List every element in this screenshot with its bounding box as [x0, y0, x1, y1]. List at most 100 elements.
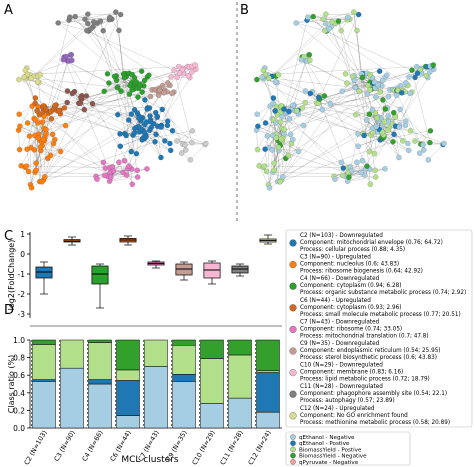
network-node — [329, 19, 335, 25]
network-node — [332, 176, 338, 182]
network-node — [22, 67, 29, 74]
network-node — [102, 165, 108, 171]
network-node — [97, 18, 104, 24]
boxplot-y-tick-label: -1 — [18, 270, 26, 279]
network-edge — [411, 70, 431, 143]
network-node — [379, 77, 386, 84]
network-node — [37, 144, 44, 151]
network-edge — [272, 135, 278, 182]
network-edge — [48, 61, 69, 113]
network-node — [178, 150, 185, 156]
network-node — [94, 176, 100, 182]
network-node — [295, 148, 302, 155]
bar-segment — [256, 370, 280, 373]
network-node — [364, 91, 371, 97]
network-node — [28, 185, 35, 191]
network-edge — [54, 85, 163, 106]
network-node — [185, 73, 191, 79]
cluster-legend-text: C12 (N=24) - Upregulated — [300, 406, 375, 412]
network-node — [302, 99, 308, 106]
network-edge — [364, 69, 434, 176]
bar-segment — [228, 397, 252, 429]
network-node — [35, 135, 41, 141]
network-node — [138, 68, 145, 74]
network-edge — [173, 70, 193, 143]
network-node — [339, 88, 345, 94]
network-edge — [257, 106, 271, 127]
bar-x-tick-label: C2 (N=103) — [23, 429, 49, 466]
network-edge — [145, 134, 171, 151]
network-edge — [157, 116, 171, 144]
network-node — [154, 114, 160, 120]
network-edge — [293, 60, 306, 106]
bar-x-tick-label: C12 (N=24) — [247, 429, 273, 466]
bar-segment — [116, 380, 140, 416]
network-node — [101, 88, 107, 94]
network-edge — [383, 134, 409, 151]
network-edge — [63, 56, 111, 173]
network-edge — [58, 22, 89, 32]
bar-y-tick-label: 0.6 — [13, 371, 25, 380]
network-node — [406, 147, 412, 154]
network-node — [406, 74, 412, 80]
bar-segment — [172, 381, 196, 429]
network-edge — [342, 75, 387, 92]
network-edge — [264, 165, 348, 168]
network-node — [64, 99, 70, 106]
network-node — [169, 90, 175, 97]
network-node — [187, 157, 194, 163]
bar-segment — [256, 372, 280, 413]
network-node — [152, 139, 158, 145]
network-node — [338, 159, 345, 166]
network-node — [364, 117, 370, 123]
network-edge — [154, 141, 162, 158]
bar-segment — [256, 411, 280, 429]
network-node — [182, 142, 188, 148]
network-node — [47, 152, 54, 158]
network-node — [262, 146, 268, 152]
network-edge — [267, 90, 403, 137]
network-edge — [399, 73, 422, 128]
network-node — [382, 106, 388, 112]
network-node — [425, 157, 432, 163]
class-legend-marker — [290, 452, 296, 459]
bar-x-tick-label: C11 (N=28) — [219, 429, 245, 466]
network-edge — [136, 134, 157, 154]
network-node — [409, 67, 415, 73]
network-node — [141, 129, 148, 136]
network-edge — [395, 116, 409, 144]
network-edge — [279, 141, 394, 182]
network-node — [352, 84, 359, 91]
network-node — [372, 167, 378, 174]
network-node — [346, 174, 352, 180]
network-edge — [282, 176, 335, 178]
boxplot-y-tick-label: 0 — [20, 250, 25, 259]
network-node — [176, 63, 182, 70]
network-node — [286, 116, 293, 122]
class-legend-text: BiomassYield - Postive — [299, 447, 362, 453]
bar-y-tick-label: 0.2 — [13, 406, 25, 415]
network-node — [306, 52, 313, 58]
network-node — [104, 71, 111, 77]
network-node — [158, 124, 164, 130]
cluster-legend-marker — [289, 304, 297, 312]
network-node — [147, 127, 153, 133]
bar-y-axis-label: Class ratio (%) — [7, 355, 16, 413]
network-node — [344, 80, 350, 86]
cluster-legend-text: C6 (N=44) - Upregulated — [300, 298, 371, 304]
bar-y-tick-label: 0.8 — [13, 354, 25, 363]
network-node — [381, 119, 388, 125]
network-node — [114, 84, 121, 91]
network-edge — [312, 91, 323, 110]
cluster-legend-marker — [289, 261, 297, 269]
bar-y-tick-label: 1.0 — [13, 336, 25, 345]
network-node — [286, 108, 292, 115]
network-node — [399, 90, 405, 96]
network-edge — [131, 135, 134, 152]
network-node — [107, 14, 113, 21]
network-node — [255, 123, 261, 129]
network-node — [351, 9, 357, 15]
network-node — [126, 117, 132, 123]
cluster-legend-text: Component: membrane (0.83; 6.16) — [300, 370, 403, 376]
